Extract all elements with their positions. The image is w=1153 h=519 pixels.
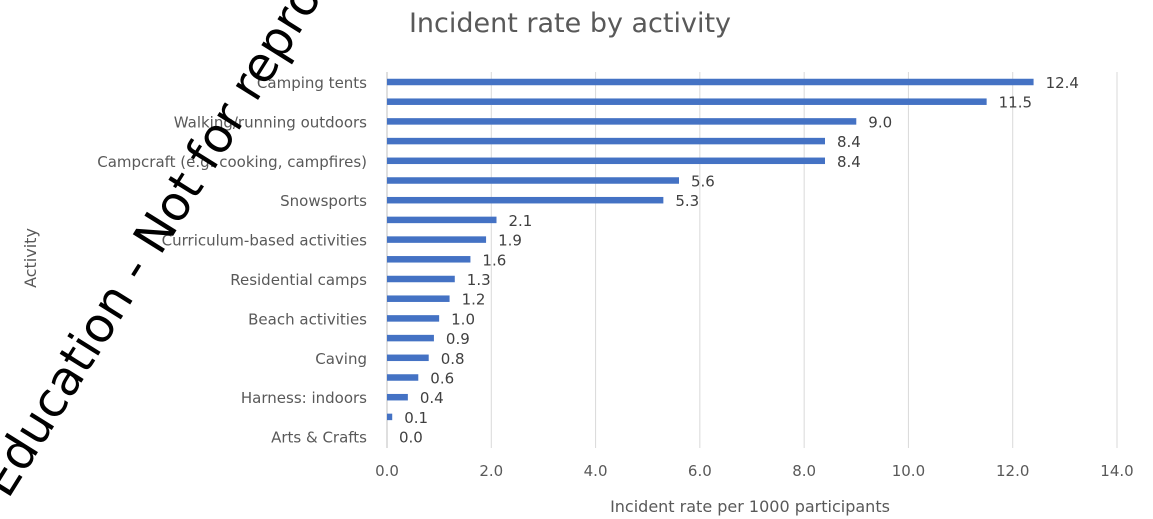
x-tick-label: 0.0 <box>375 462 399 480</box>
category-label: Harness: indoors <box>241 389 367 407</box>
bar <box>387 177 679 184</box>
category-label: Arts & Crafts <box>271 429 367 447</box>
category-label: Walking/running outdoors <box>174 113 367 131</box>
value-label: 1.9 <box>498 232 522 250</box>
value-label: 0.1 <box>404 409 428 427</box>
value-labels: 12.4 11.5 9.0 8.4 8.4 5.65.3 2.1 1.91.6 1.3 1.21.… <box>399 74 1079 447</box>
category-label: Campcraft (e.g. cooking, campfires) <box>97 153 367 171</box>
value-label: 5.6 <box>691 173 715 191</box>
bar <box>387 393 408 401</box>
value-label: 0.4 <box>420 389 444 407</box>
bar <box>387 295 450 302</box>
bar <box>387 334 434 342</box>
bar <box>387 137 825 145</box>
x-tick-label: 10.0 <box>892 462 925 480</box>
category-label: Camping tents <box>257 74 367 92</box>
category-labels: Camping tents Walking/running outdoors Cam… <box>97 74 367 447</box>
bar <box>387 157 825 165</box>
bar <box>387 413 393 421</box>
x-tick-labels: 0.0 2.0 4.0 6.0 8.0 10.0 12.0 14.0 <box>375 462 1134 480</box>
value-label: 1.6 <box>482 251 506 269</box>
bar <box>387 256 471 263</box>
x-tick-label: 2.0 <box>479 462 503 480</box>
value-label: 8.4 <box>837 133 861 151</box>
category-label: Beach activities <box>248 310 367 328</box>
value-label: 5.3 <box>675 192 699 210</box>
value-label: 9.0 <box>868 113 892 131</box>
bar <box>387 275 455 283</box>
category-label: Curriculum-based activities <box>162 232 368 250</box>
bar <box>387 315 440 322</box>
category-label: Residential camps <box>230 271 367 289</box>
chart-title: Incident rate by activity <box>409 8 731 39</box>
bar <box>387 216 497 224</box>
value-label: 1.0 <box>451 310 475 328</box>
x-tick-label: 14.0 <box>1100 462 1133 480</box>
bar <box>387 196 664 204</box>
x-tick-label: 12.0 <box>996 462 1029 480</box>
x-tick-label: 8.0 <box>792 462 816 480</box>
category-label: Caving <box>315 350 367 368</box>
bar <box>387 354 429 362</box>
bar <box>387 78 1034 86</box>
category-label: Snowsports <box>280 192 367 210</box>
x-tick-label: 6.0 <box>688 462 712 480</box>
value-label: 11.5 <box>999 94 1032 112</box>
value-label: 1.3 <box>467 271 491 289</box>
value-label: 0.6 <box>430 370 454 388</box>
bars <box>387 78 1034 421</box>
gridlines <box>386 72 1118 448</box>
x-axis-title: Incident rate per 1000 participants <box>610 497 890 516</box>
y-axis-title: Activity <box>21 228 40 288</box>
bar <box>387 236 487 243</box>
value-label: 12.4 <box>1046 74 1079 92</box>
value-label: 0.0 <box>399 429 423 447</box>
value-label: 1.2 <box>462 291 486 309</box>
value-label: 0.9 <box>446 330 470 348</box>
bar <box>387 118 857 125</box>
value-label: 2.1 <box>509 212 533 230</box>
x-tick-label: 4.0 <box>584 462 608 480</box>
bar <box>387 374 419 381</box>
value-label: 0.8 <box>441 350 465 368</box>
bar <box>387 98 987 105</box>
value-label: 8.4 <box>837 153 861 171</box>
